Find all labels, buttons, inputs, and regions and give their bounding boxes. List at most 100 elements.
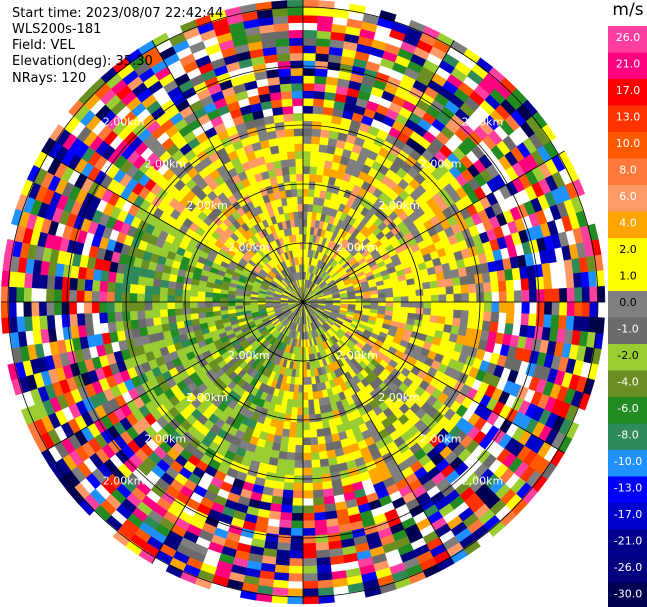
- velocity-gate: [112, 530, 131, 547]
- velocity-gate: [407, 289, 417, 297]
- velocity-gate: [275, 37, 290, 47]
- velocity-gate: [295, 429, 304, 439]
- velocity-gate: [497, 280, 507, 292]
- velocity-gate: [296, 173, 304, 182]
- velocity-gate: [308, 181, 316, 190]
- velocity-gate: [302, 505, 315, 514]
- velocity-gate: [23, 301, 32, 317]
- velocity-gate: [145, 317, 155, 328]
- colorbar-tick-label: 0.0: [619, 296, 637, 309]
- velocity-gate: [315, 542, 330, 552]
- velocity-gate: [302, 211, 308, 220]
- velocity-gate: [302, 45, 317, 54]
- velocity-gate: [294, 135, 304, 144]
- velocity-gate: [292, 497, 304, 507]
- velocity-gate: [189, 40, 206, 54]
- velocity-gate: [287, 7, 304, 16]
- velocity-gate: [159, 308, 169, 318]
- colorbar-band: [608, 529, 647, 556]
- velocity-gate: [189, 307, 199, 315]
- velocity-gate: [289, 45, 304, 54]
- velocity-gate: [377, 293, 387, 299]
- velocity-gate: [144, 293, 153, 303]
- velocity-gate: [159, 301, 168, 310]
- velocity-gate: [302, 573, 318, 582]
- velocity-gate: [528, 277, 537, 291]
- velocity-gate: [565, 273, 575, 289]
- velocity-gate: [302, 527, 316, 537]
- velocity-gate: [76, 313, 86, 326]
- velocity-gate: [430, 308, 439, 317]
- velocity-gate: [302, 7, 319, 16]
- velocity-gate: [438, 301, 447, 310]
- azimuth-spoke: [302, 301, 455, 564]
- velocity-gate: [268, 510, 282, 521]
- velocity-gate: [468, 292, 477, 303]
- velocity-gate: [453, 293, 462, 303]
- velocity-gate: [227, 297, 236, 303]
- velocity-gate: [302, 543, 317, 552]
- velocity-gate: [174, 308, 184, 316]
- velocity-gate: [274, 167, 284, 177]
- range-ring-label: 2.00km: [228, 241, 270, 254]
- velocity-gate: [219, 297, 228, 303]
- velocity-gate: [296, 414, 304, 424]
- velocity-gate: [46, 301, 55, 316]
- velocity-gate: [280, 435, 290, 445]
- velocity-gate: [98, 291, 108, 303]
- velocity-gate: [314, 534, 329, 544]
- velocity-gate: [167, 287, 176, 296]
- velocity-gate: [49, 124, 66, 142]
- velocity-gate: [277, 534, 292, 544]
- velocity-gate: [197, 306, 206, 314]
- range-ring-label: 2.00km: [378, 391, 420, 404]
- velocity-gate: [407, 307, 417, 315]
- velocity-gate: [291, 90, 304, 99]
- colorbar-tick-label: -2.0: [617, 349, 638, 362]
- velocity-gate: [283, 481, 294, 491]
- velocity-gate: [106, 281, 116, 293]
- velocity-gate: [290, 75, 304, 84]
- velocity-gate: [296, 188, 304, 197]
- velocity-gate: [298, 377, 304, 386]
- velocity-gate: [290, 188, 298, 198]
- velocity-gate: [302, 460, 312, 469]
- velocity-gate: [317, 579, 334, 589]
- velocity-gate: [513, 290, 523, 303]
- velocity-gate: [290, 527, 304, 537]
- velocity-gate: [302, 580, 319, 590]
- velocity-gate: [290, 520, 304, 529]
- velocity-gate: [205, 43, 222, 56]
- velocity-gate: [283, 113, 294, 123]
- velocity-gate: [310, 444, 320, 454]
- velocity-gate: [313, 83, 327, 93]
- velocity-gate: [46, 314, 56, 330]
- range-ring-label: 2.00km: [462, 474, 504, 487]
- velocity-gate: [544, 301, 553, 316]
- velocity-gate: [115, 320, 125, 332]
- velocity-gate: [61, 301, 70, 315]
- velocity-gate: [302, 452, 312, 461]
- velocity-gate: [520, 278, 530, 291]
- velocity-gate: [277, 450, 288, 460]
- velocity-gate: [30, 301, 40, 317]
- range-ring-labels: 2.00km2.00km2.00km2.00km2.00km2.00km2.00…: [103, 116, 503, 488]
- velocity-gate: [53, 288, 62, 303]
- velocity-gate: [393, 296, 402, 303]
- velocity-gate: [292, 203, 299, 213]
- velocity-gate: [296, 422, 304, 431]
- velocity-gate: [429, 280, 439, 289]
- velocity-gate: [295, 233, 301, 243]
- velocity-gate: [284, 128, 295, 138]
- velocity-gate: [297, 392, 304, 401]
- velocity-gate: [467, 310, 477, 321]
- velocity-gate: [38, 301, 47, 317]
- velocity-gate: [451, 317, 461, 328]
- velocity-gate: [302, 490, 314, 499]
- velocity-gate: [445, 285, 455, 295]
- velocity-gate: [321, 114, 333, 124]
- velocity-gate: [287, 14, 304, 24]
- velocity-gate: [451, 276, 461, 287]
- velocity-gate: [573, 272, 583, 289]
- velocity-gate: [302, 203, 309, 212]
